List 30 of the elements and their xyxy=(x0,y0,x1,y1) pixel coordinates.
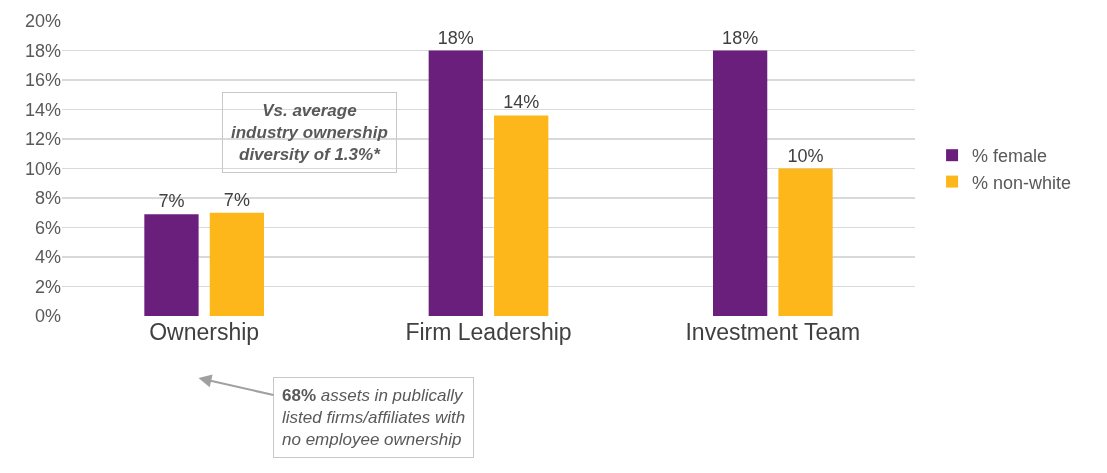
legend-label: % female xyxy=(972,146,1048,167)
y-tick-label: 18% xyxy=(24,40,61,61)
y-tick-label: 6% xyxy=(34,217,61,238)
bar xyxy=(778,168,833,316)
annotation: Vs. average industry ownership diversity of 1.3%* xyxy=(231,101,388,165)
bar xyxy=(144,214,199,316)
bar xyxy=(428,50,483,316)
data-label: 10% xyxy=(787,145,824,166)
text: 68% assets in publically listed firms/affiliates with no employee ownership xyxy=(282,386,466,450)
y-tick-label: 2% xyxy=(34,276,61,297)
bar xyxy=(713,50,768,316)
data-label: 18% xyxy=(437,27,474,48)
y-tick-label: 10% xyxy=(24,158,61,179)
y-tick-label: 4% xyxy=(34,247,61,268)
y-tick-label: 8% xyxy=(34,188,61,209)
y-tick-label: 14% xyxy=(24,99,61,120)
bar xyxy=(494,115,549,316)
legend-label: % non-white xyxy=(972,172,1072,193)
data-label: 18% xyxy=(722,27,759,48)
data-label: 7% xyxy=(158,191,185,212)
y-tick-label: 20% xyxy=(24,11,61,32)
x-tick-label: Ownership xyxy=(149,319,260,345)
y-tick-label: 0% xyxy=(34,306,61,327)
data-label: 14% xyxy=(503,92,540,113)
x-tick-label: Investment Team xyxy=(685,319,861,345)
y-tick-label: 16% xyxy=(24,70,61,91)
y-tick-label: 12% xyxy=(24,129,61,150)
data-label: 7% xyxy=(223,189,250,210)
bar xyxy=(209,212,264,316)
x-tick-label: Firm Leadership xyxy=(405,319,572,345)
